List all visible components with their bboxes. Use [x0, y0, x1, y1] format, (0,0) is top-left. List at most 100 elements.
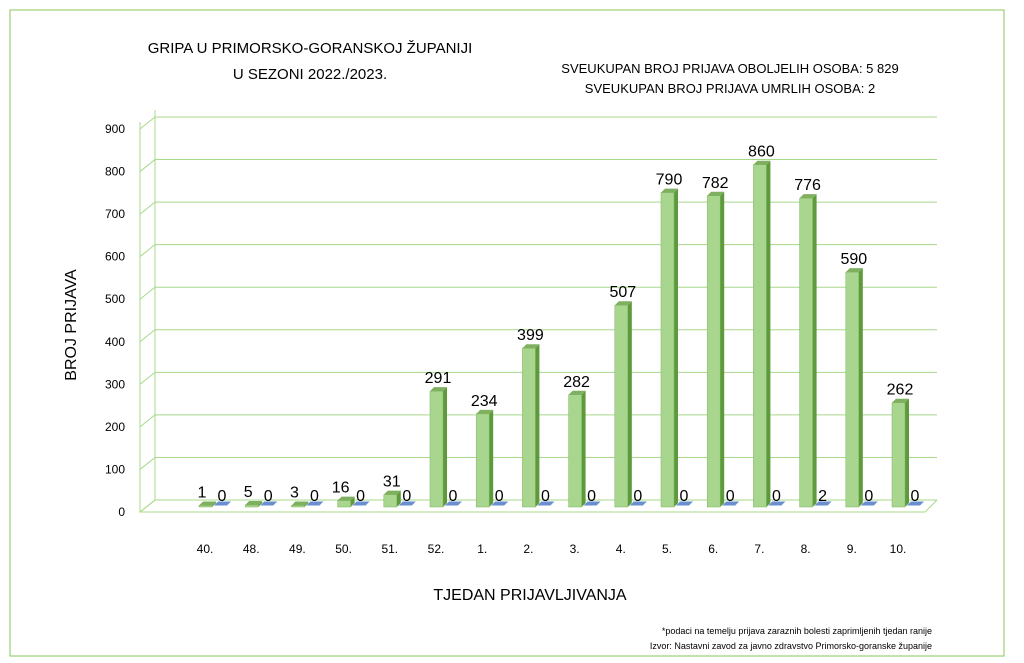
deaths-bar [352, 501, 370, 506]
cases-bar [244, 504, 259, 508]
chart-border [9, 9, 1005, 657]
cases-data-label: 776 [794, 177, 821, 194]
y-tick-label: 900 [105, 122, 125, 136]
x-tick-label: 5. [662, 542, 672, 556]
title-line-1: GRIPA U PRIMORSKO-GORANSKOJ ŽUPANIJI [148, 40, 473, 57]
cases-bar-top [476, 409, 494, 414]
cases-bar-top [199, 501, 216, 506]
cases-data-label: 16 [332, 480, 350, 497]
deaths-data-label: 0 [356, 488, 365, 505]
x-tick-label: 40. [197, 542, 214, 556]
cases-bar [198, 505, 213, 508]
deaths-data-label: 0 [310, 488, 319, 505]
deaths-bar [260, 501, 278, 506]
y-tick-label: 400 [105, 335, 125, 349]
deaths-data-label: 0 [633, 488, 642, 505]
cases-data-label: 507 [609, 284, 636, 301]
gridline [139, 116, 937, 130]
cases-bar [660, 192, 675, 508]
cases-bar [568, 394, 582, 508]
x-tick-label: 2. [523, 542, 533, 556]
x-tick-label: 4. [616, 542, 626, 556]
y-tick-label: 200 [105, 420, 125, 434]
floor-edge [140, 499, 938, 513]
cases-data-label: 5 [244, 484, 253, 501]
x-tick-label: 48. [243, 542, 260, 556]
cases-data-label: 1 [198, 485, 207, 502]
cases-bar-top [245, 501, 263, 506]
deaths-bar [768, 501, 786, 506]
y-tick-label: 300 [105, 377, 125, 391]
x-tick-label: 10. [890, 542, 907, 556]
deaths-bar [676, 501, 693, 506]
cases-data-label: 282 [563, 374, 590, 391]
deaths-data-label: 0 [264, 488, 273, 505]
y-tick-label: 800 [105, 165, 125, 179]
cases-data-label: 860 [748, 144, 775, 161]
deaths-bar [445, 501, 462, 506]
cases-data-label: 234 [471, 393, 498, 410]
cases-bar-top [799, 194, 817, 199]
y-tick-label: 100 [105, 462, 125, 476]
cases-bar-top [337, 496, 355, 501]
deaths-data-label: 0 [541, 488, 550, 505]
x-tick-label: 51. [381, 542, 398, 556]
deaths-bar [491, 501, 509, 506]
deaths-data-label: 2 [818, 488, 827, 505]
summary-cases: SVEUKUPAN BROJ PRIJAVA OBOLJELIH OSOBA: … [561, 61, 898, 76]
cases-bar [522, 347, 536, 508]
x-tick-label: 3. [570, 542, 580, 556]
cases-bar [337, 500, 351, 508]
deaths-data-label: 0 [495, 488, 504, 505]
deaths-bar [306, 501, 324, 506]
deaths-bar [398, 501, 416, 506]
deaths-bar [583, 501, 601, 506]
x-tick-label: 50. [335, 542, 352, 556]
cases-data-label: 399 [517, 327, 544, 344]
cases-bar-top [845, 268, 863, 273]
cases-bar-top [661, 188, 678, 193]
title-line-2: U SEZONI 2022./2023. [233, 66, 387, 83]
cases-bar-top [753, 160, 771, 165]
cases-bar [845, 271, 860, 508]
cases-bar-top [614, 301, 632, 306]
footnote: *podaci na temelju prijava zaraznih bole… [662, 626, 932, 636]
cases-bar [799, 197, 813, 508]
gridline [139, 159, 937, 172]
x-tick-label: 6. [708, 542, 718, 556]
y-axis-label: BROJ PRIJAVA [63, 269, 80, 381]
cases-bar-top [892, 398, 909, 403]
cases-bar [614, 304, 629, 508]
deaths-data-label: 0 [726, 488, 735, 505]
summary-deaths: SVEUKUPAN BROJ PRIJAVA UMRLIH OSOBA: 2 [585, 81, 875, 96]
cases-bar [475, 413, 490, 508]
deaths-data-label: 0 [864, 488, 873, 505]
x-tick-label: 8. [801, 542, 811, 556]
cases-bar-top [568, 390, 586, 395]
cases-data-label: 782 [702, 175, 729, 192]
deaths-bar [814, 501, 832, 506]
cases-data-label: 3 [290, 485, 299, 502]
cases-data-label: 31 [383, 474, 401, 491]
cases-data-label: 790 [656, 172, 683, 189]
cases-data-label: 291 [425, 370, 452, 387]
deaths-bar [907, 501, 924, 506]
source: Izvor: Nastavni zavod za javno zdravstvo… [650, 641, 932, 651]
x-tick-label: 1. [477, 542, 487, 556]
deaths-bar [860, 501, 878, 506]
cases-bar-top [383, 490, 401, 495]
cases-bar [753, 164, 767, 508]
x-tick-label: 52. [428, 542, 445, 556]
deaths-data-label: 0 [218, 488, 227, 505]
cases-bar [429, 390, 444, 508]
cases-bar-top [430, 387, 447, 392]
x-axis-label: TJEDAN PRIJAVLJIVANJA [433, 587, 627, 604]
cases-bar [891, 402, 906, 508]
cases-data-label: 262 [887, 382, 914, 399]
y-tick-label: 0 [118, 505, 125, 519]
y-tick-label: 500 [105, 292, 125, 306]
y-tick-label: 700 [105, 207, 125, 221]
y-tick-label: 600 [105, 250, 125, 264]
deaths-bar [214, 501, 231, 506]
